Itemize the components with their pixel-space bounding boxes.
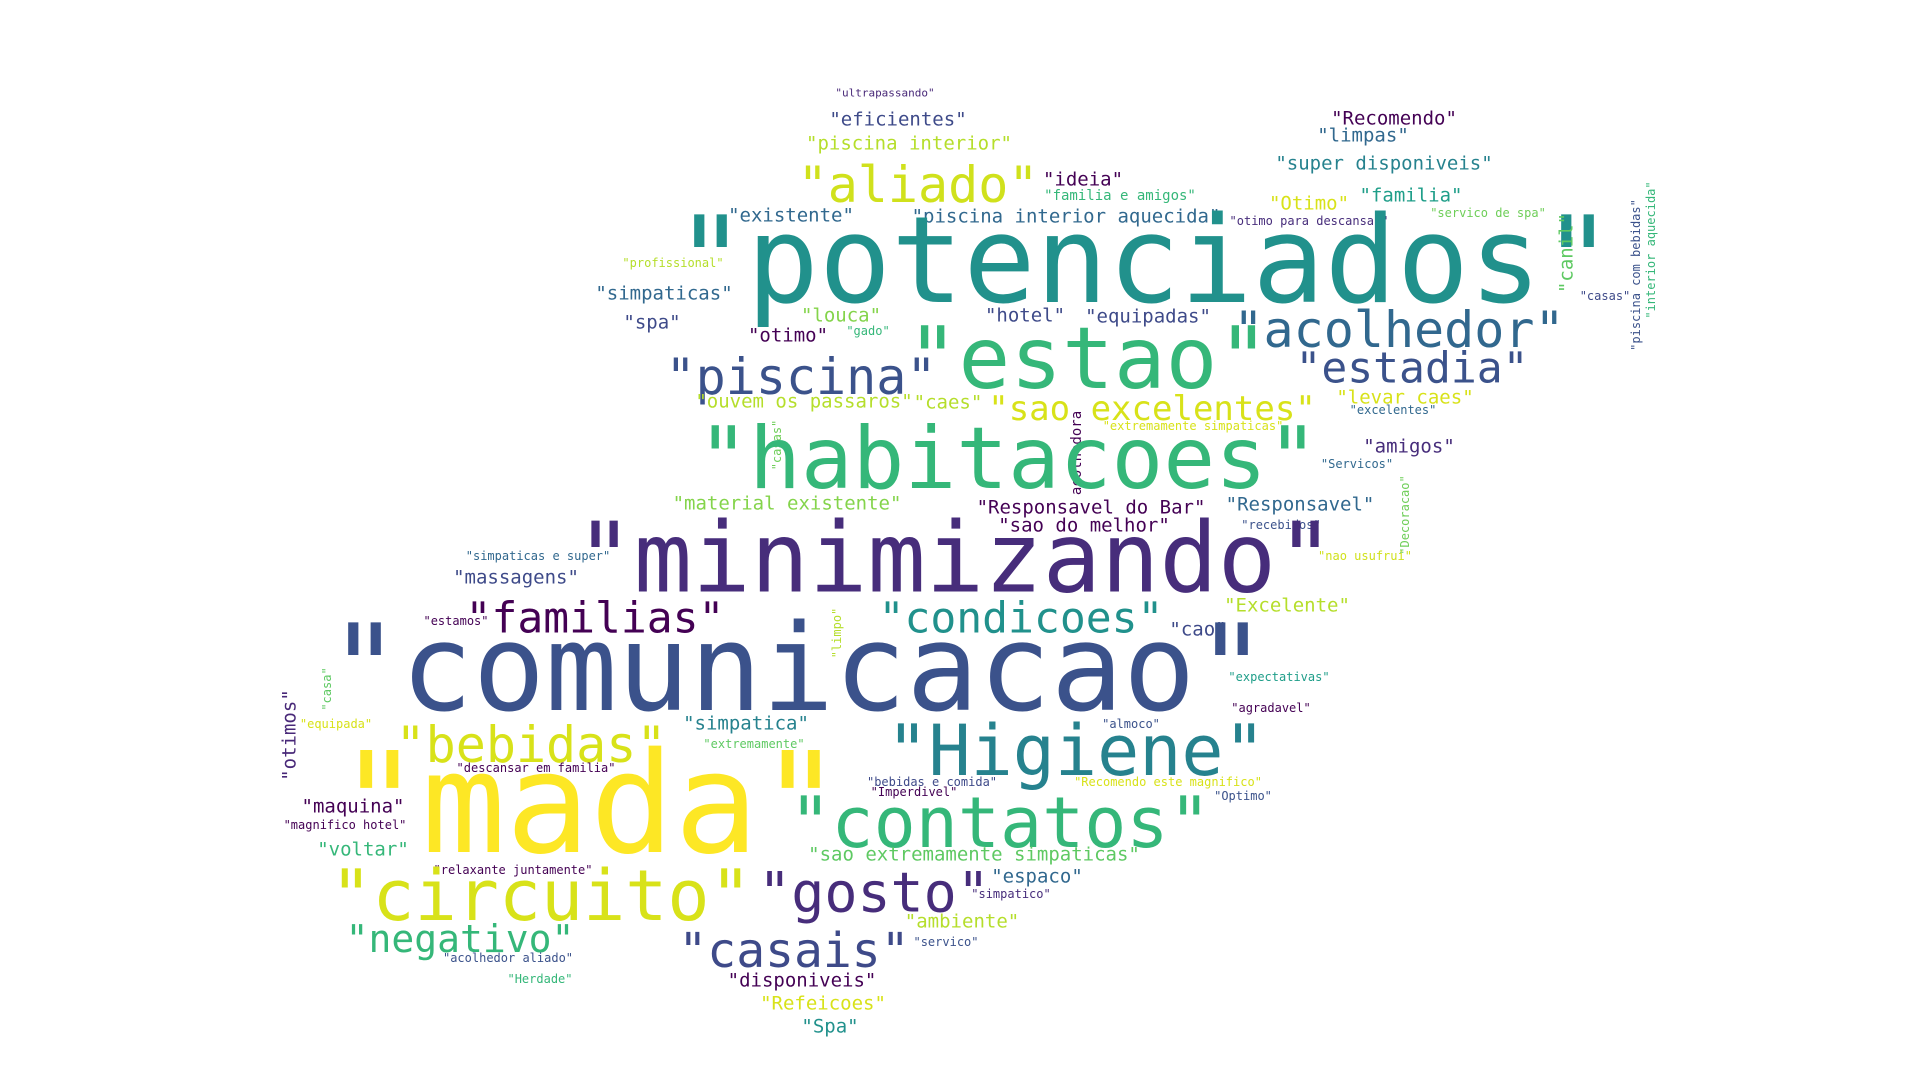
- word-bebidas: "bebidas": [395, 716, 667, 774]
- word-recomendo: "Recomendo": [1331, 107, 1457, 130]
- word-otimos: "otimos": [278, 689, 301, 781]
- word-piscina: "piscina": [665, 348, 937, 406]
- word-casa: "casa": [320, 667, 334, 711]
- word-simpaticas: "simpaticas": [595, 282, 733, 305]
- word-relaxante-juntamente: "relaxante juntamente": [433, 863, 593, 877]
- word-piscina-com-bebidas: "piscina com bebidas": [1629, 199, 1643, 351]
- word-espaco: "espaco": [991, 865, 1083, 888]
- word-familia: "familia": [1359, 184, 1463, 207]
- word-responsavel: "Responsavel": [1225, 493, 1375, 516]
- word-magnifico-hotel: "magnifico hotel": [283, 818, 407, 832]
- word-optimo: "Optimo": [1214, 789, 1272, 803]
- word-excelentes: "excelentes": [1349, 403, 1437, 417]
- word-almoco: "almoco": [1102, 717, 1160, 731]
- word-limpas: "limpas": [1317, 124, 1409, 147]
- word-servico-de-spa: "servico de spa": [1430, 206, 1546, 220]
- word-eficientes: "eficientes": [829, 108, 967, 131]
- word-agradavel: "agradavel": [1231, 701, 1311, 715]
- word-maquina: "maquina": [301, 795, 405, 818]
- word-sao-excelentes: "sao excelentes": [988, 389, 1316, 429]
- word-expectativas: "expectativas": [1228, 670, 1330, 684]
- word-simpaticas-e-super: "simpaticas e super": [465, 549, 611, 563]
- word-voltar: "voltar": [317, 838, 409, 861]
- word-ouvem-os-passaros: "ouvem os passaros": [695, 390, 913, 413]
- word-minimizando: "minimizando": [575, 501, 1335, 615]
- word-contatos: "contatos": [789, 782, 1211, 864]
- word-gosto: "gosto": [758, 860, 990, 925]
- word-descansar-em-familia: "descansar em familia": [456, 761, 616, 775]
- word-casais: "casais": [678, 923, 910, 979]
- word-hotel: "hotel": [984, 304, 1066, 327]
- word-otimo: "otimo": [747, 324, 829, 347]
- word-canil: "canil": [1555, 212, 1578, 294]
- word-simpatico: "simpatico": [971, 887, 1051, 901]
- word-ambiente: "ambiente": [904, 910, 1020, 933]
- word-extremamente-simpaticas: "extremamente simpaticas": [1102, 419, 1284, 433]
- word-interior-aquecida: "interior aquecida": [1644, 181, 1658, 319]
- word-bebidas-e-comida: "bebidas e comida": [866, 775, 998, 789]
- word-massagens: "massagens": [453, 566, 579, 589]
- word-caes: "caes": [913, 391, 983, 414]
- word-condicoes: "condicoes": [878, 593, 1164, 644]
- word-acolhedor: "acolhedor": [1233, 301, 1565, 359]
- word-equipada: "equipada": [299, 717, 373, 731]
- word-servico: "servico": [913, 935, 979, 949]
- word-louca: "louca": [800, 304, 882, 327]
- word-estamos: "estamos": [423, 614, 489, 628]
- word-decoracao: "Decoracao": [1398, 475, 1412, 555]
- word-estadia: "estadia": [1295, 343, 1529, 394]
- word-nao-usufrui: "nao usufrui": [1318, 549, 1412, 563]
- word-familia-e-amigos: "familia e amigos": [1044, 188, 1196, 204]
- word-sao-do-melhor: "sao do melhor": [998, 514, 1170, 537]
- word-equipadas: "equipadas": [1085, 305, 1211, 328]
- word-recomendo-este-magnifico: "Recomendo este magnifico": [1074, 775, 1262, 789]
- word-acolhedor-aliado: "acolhedor aliado": [442, 951, 574, 965]
- word-spa-cap: "Spa": [801, 1015, 859, 1038]
- word-habitacoes: "habitacoes": [697, 409, 1319, 509]
- word-extremamente: "extremamente": [703, 737, 805, 751]
- word-estao: "estao": [906, 309, 1270, 409]
- word-higiene: "Higiene": [886, 710, 1266, 792]
- word-circuito: "circuito": [330, 855, 752, 937]
- word-imperdivel: "Imperdivel": [870, 785, 958, 799]
- word-existente: "existente": [728, 204, 854, 227]
- word-piscina-interior: "piscina interior": [806, 132, 1012, 155]
- word-profissional: "profissional": [622, 256, 724, 270]
- word-potenciados: "potenciados": [674, 192, 1614, 331]
- word-servicos: "Servicos": [1320, 457, 1394, 471]
- word-ideia: "ideia": [1042, 168, 1124, 191]
- word-negativo: "negativo": [345, 917, 575, 961]
- word-aliado: "aliado": [797, 156, 1039, 214]
- word-amigos: "amigos": [1363, 435, 1455, 458]
- word-refeicoes: "Refeicoes": [760, 992, 886, 1015]
- word-excelente: "Excelente": [1224, 594, 1350, 617]
- word-responsavel-do-bar: "Responsavel do Bar": [976, 496, 1206, 519]
- word-recebidos: "recebidos": [1241, 518, 1321, 532]
- word-cao: "cao": [1169, 618, 1227, 641]
- word-casas-small: "casas": [1579, 289, 1631, 303]
- word-otimo-cap: "Otimo": [1268, 192, 1350, 215]
- word-sao-extremamente-simpaticas: "sao extremamente simpaticas": [808, 843, 1140, 866]
- word-levar-caes: "levar caes": [1336, 386, 1474, 409]
- word-ultrapassando: "ultrapassando": [835, 86, 935, 100]
- word-piscina-interior-aquecida: "piscina interior aquecida": [911, 205, 1221, 228]
- word-mada: "mada": [337, 723, 843, 886]
- word-familias: "familias": [465, 593, 725, 644]
- word-spa: "spa": [623, 311, 681, 334]
- word-disponiveis: "disponiveis": [727, 969, 877, 992]
- word-simpatica: "simpatica": [683, 712, 809, 735]
- word-comunicacao: "comunicacao": [328, 600, 1268, 739]
- word-super-disponiveis: "super disponiveis": [1275, 152, 1493, 175]
- word-gado: "gado": [846, 324, 890, 338]
- word-material-existente: "material existente": [672, 492, 902, 515]
- word-herdade: "Herdade": [507, 972, 573, 986]
- word-otimo-para-descansar: "otimo para descansar": [1229, 214, 1389, 228]
